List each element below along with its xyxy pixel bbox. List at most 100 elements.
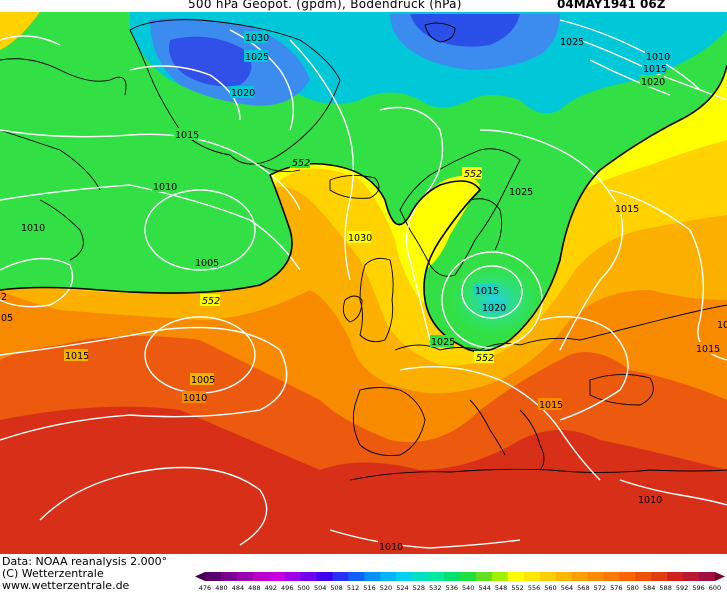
colorbar-swatch (380, 572, 397, 581)
isobar-label: 1025 (560, 37, 584, 48)
colorbar-swatch (316, 572, 333, 581)
isobar-label: 1015 (539, 400, 563, 411)
isobar-label: 1015 (717, 320, 727, 331)
colorbar-tick-label: 528 (413, 584, 425, 592)
colorbar-tick-label: 580 (627, 584, 639, 592)
copyright-text: (C) Wetterzentrale (2, 567, 104, 580)
colorbar-tick-label: 540 (462, 584, 474, 592)
colorbar-tick-label: 572 (594, 584, 606, 592)
colorbar-swatch (603, 572, 620, 581)
colorbar-tick-label: 596 (692, 584, 704, 592)
colorbar-swatch (444, 572, 461, 581)
contour-label: 552 (464, 169, 482, 180)
colorbar-swatch (699, 572, 716, 581)
colorbar-tick-label: 556 (528, 584, 540, 592)
colorbar-tick-label: 552 (511, 584, 523, 592)
colorbar-swatch (667, 572, 684, 581)
colorbar-tick-label: 568 (577, 584, 589, 592)
colorbar-tick-label: 484 (232, 584, 244, 592)
colorbar-swatch (571, 572, 588, 581)
colorbar-tick-label: 520 (380, 584, 392, 592)
colorbar-tick-label: 512 (347, 584, 359, 592)
isobar-label: 1010 (21, 223, 45, 234)
colorbar-swatch (268, 572, 286, 581)
colorbar-tick-label: 536 (446, 584, 458, 592)
colorbar-tick-label: 564 (561, 584, 573, 592)
colorbar: 476 480 484 488 492 496 500 504 508 512 516 520 524 5… (195, 572, 725, 592)
data-source-text: Data: NOAA reanalysis 2.000° (2, 555, 168, 568)
colorbar-tick-label: 576 (610, 584, 622, 592)
colorbar-swatch (539, 572, 557, 581)
isobar-label: 1005 (191, 375, 215, 386)
colorbar-tick-label: 504 (314, 584, 326, 592)
isobar-label: 1030 (245, 33, 269, 44)
contour-label: 552 (476, 353, 494, 364)
isobar-label: 1015 (643, 64, 667, 75)
geopotential-fill (0, 12, 727, 554)
isobar-label: 1010 (646, 52, 670, 63)
colorbar-tick-label: 584 (643, 584, 655, 592)
colorbar-tick-label: 560 (544, 584, 556, 592)
isobar-label: 1015 (696, 344, 720, 355)
geopotential-552-contour (0, 64, 727, 353)
colorbar-swatch (252, 572, 270, 581)
colorbar-tick-label: 476 (199, 584, 211, 592)
colorbar-swatch (475, 572, 493, 581)
colorbar-swatch (491, 572, 509, 581)
contour-label: 552 (292, 158, 310, 169)
colorbar-tick-label: 588 (659, 584, 671, 592)
colorbar-swatch (332, 572, 349, 581)
colorbar-swatch (635, 572, 652, 581)
isobar-label: 2 (1, 292, 7, 303)
isobar-label: 1010 (379, 542, 403, 553)
isobar-labels: 1030 1025 1020 1015 1010 1010 1005 1005 … (1, 31, 727, 553)
colorbar-swatch (300, 572, 318, 581)
colorbar-swatch (412, 572, 429, 581)
map-title: 500 hPa Geopot. (gpdm), Bodendruck (hPa) (188, 0, 462, 11)
colorbar-tick-label: 516 (363, 584, 375, 592)
colorbar-swatch (220, 572, 238, 581)
weather-map: 1030 1025 1020 1015 1010 1010 1005 1005 … (0, 12, 727, 554)
colorbar-ticks: 476 480 484 488 492 496 500 504 508 512 516 520 524 5… (199, 584, 721, 592)
isobar-label: 1020 (482, 303, 506, 314)
isobar-label: 1025 (431, 337, 455, 348)
colorbar-swatches (195, 572, 725, 581)
colorbar-swatch (507, 572, 525, 581)
colorbar-swatch (205, 572, 222, 581)
geopotential-labels: 552 552 552 552 (200, 156, 494, 364)
colorbar-tick-label: 532 (429, 584, 441, 592)
isobar-label: 1015 (615, 204, 639, 215)
colorbar-right-arrow (715, 572, 725, 581)
colorbar-swatch (428, 572, 445, 581)
colorbar-tick-label: 496 (281, 584, 293, 592)
colorbar-swatch (587, 572, 604, 581)
colorbar-tick-label: 548 (495, 584, 507, 592)
colorbar-tick-label: 492 (265, 584, 277, 592)
colorbar-swatch (396, 572, 413, 581)
colorbar-swatch (683, 572, 700, 581)
isobar-label: 1020 (231, 88, 255, 99)
isobars (0, 19, 727, 549)
colorbar-tick-label: 544 (478, 584, 490, 592)
colorbar-swatch (364, 572, 381, 581)
isobar-label: 1015 (65, 351, 89, 362)
isobar-label: 1015 (175, 130, 199, 141)
colorbar-swatch (651, 572, 668, 581)
isobar-label: 1010 (638, 495, 662, 506)
colorbar-swatch (555, 572, 573, 581)
colorbar-tick-label: 500 (297, 584, 309, 592)
colorbar-tick-label: 592 (676, 584, 688, 592)
contour-label: 552 (202, 296, 220, 307)
isobar-label: 1025 (245, 52, 269, 63)
colorbar-tick-label: 488 (248, 584, 260, 592)
colorbar-swatch (236, 572, 254, 581)
website-text: www.wetterzentrale.de (2, 579, 130, 592)
isobar-label: 1025 (509, 187, 533, 198)
colorbar-tick-label: 600 (709, 584, 721, 592)
map-timestamp: 04MAY1941 06Z (557, 0, 666, 11)
colorbar-swatch (460, 572, 477, 581)
isobar-label: 1005 (195, 258, 219, 269)
isobar-label: 1020 (641, 77, 665, 88)
colorbar-swatch (523, 572, 541, 581)
